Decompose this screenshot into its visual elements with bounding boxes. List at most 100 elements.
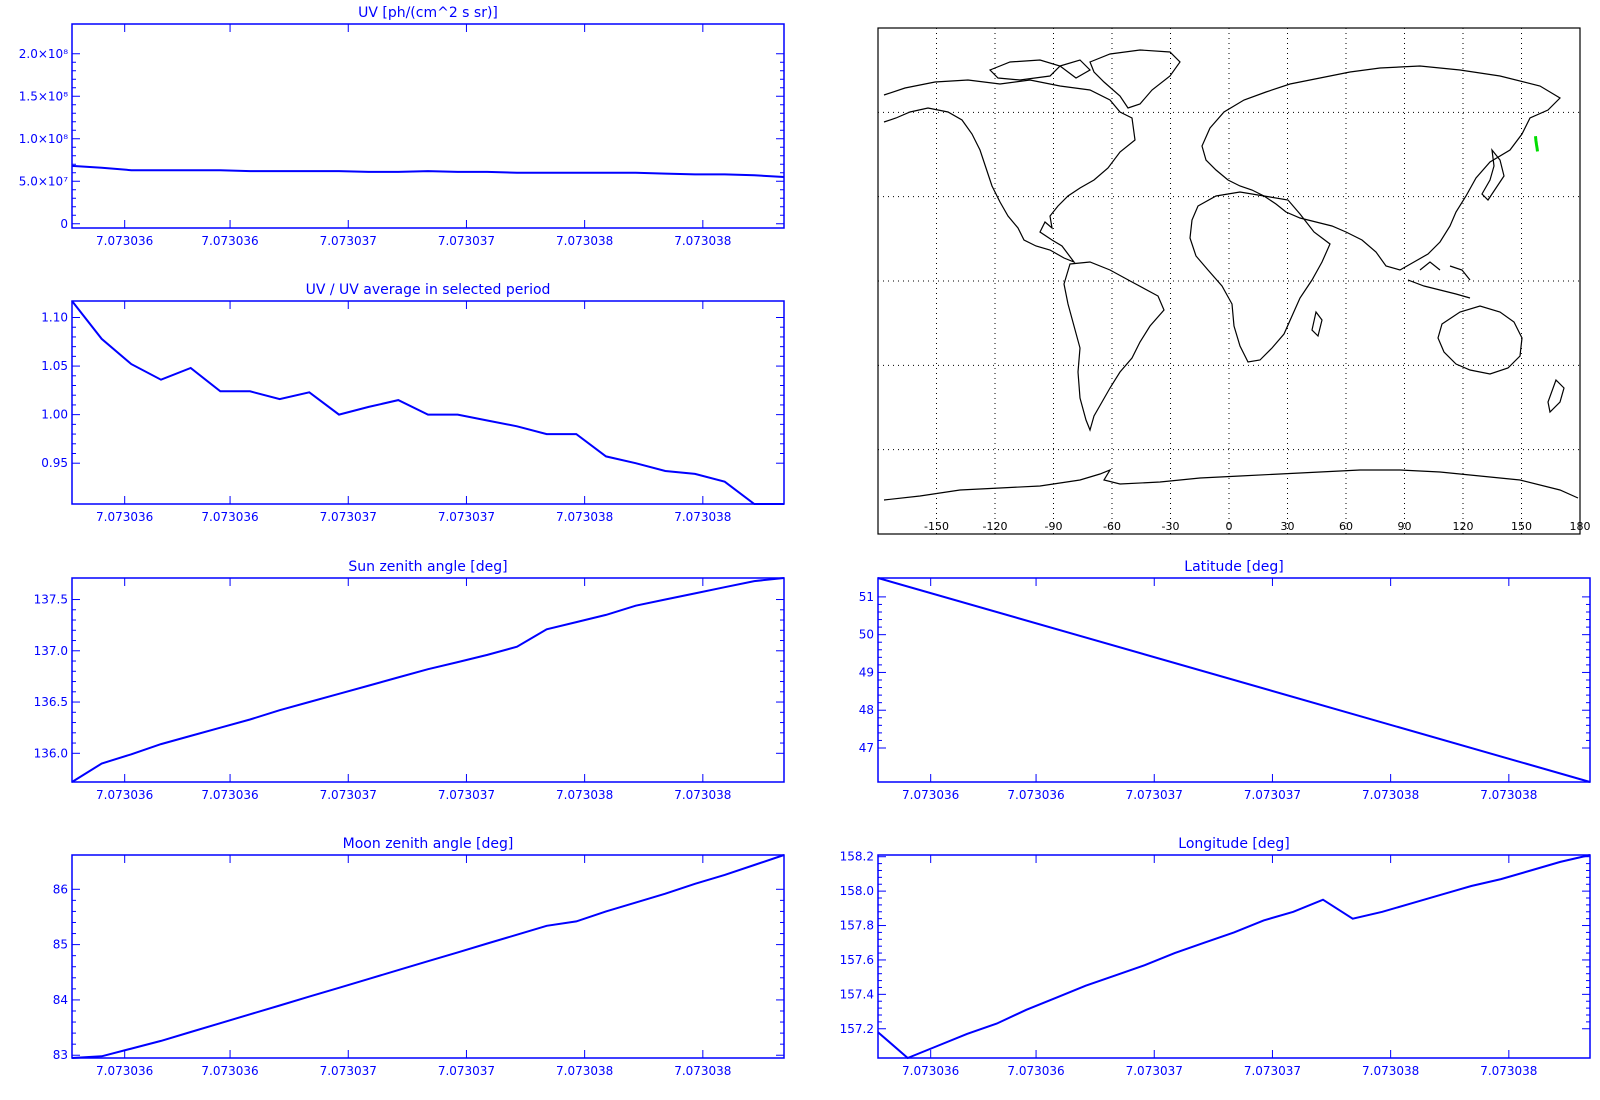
chart-title: UV [ph/(cm^2 s sr)] bbox=[358, 5, 498, 21]
x-tick-label: 7.073038 bbox=[556, 1064, 613, 1078]
y-tick-label: 136.5 bbox=[34, 695, 68, 709]
y-tick-label: 84 bbox=[53, 993, 68, 1007]
map-longitude-label: 150 bbox=[1511, 520, 1532, 533]
y-tick-label: 5.0×10⁷ bbox=[19, 174, 68, 188]
x-tick-label: 7.073036 bbox=[96, 234, 153, 248]
series-line bbox=[71, 164, 785, 178]
coast-new-zealand bbox=[1547, 378, 1565, 414]
x-tick-label: 7.073036 bbox=[902, 788, 959, 802]
y-tick-label: 51 bbox=[859, 590, 874, 604]
x-tick-label: 7.073038 bbox=[556, 510, 613, 524]
y-tick-label: 157.2 bbox=[840, 1022, 874, 1036]
y-tick-label: 157.4 bbox=[840, 987, 874, 1001]
x-tick-label: 7.073038 bbox=[1480, 1064, 1537, 1078]
x-tick-label: 7.073036 bbox=[902, 1064, 959, 1078]
map-longitude-label: 90 bbox=[1398, 520, 1412, 533]
y-tick-label: 1.0×10⁸ bbox=[19, 132, 68, 146]
x-tick-label: 7.073036 bbox=[201, 788, 258, 802]
x-tick-label: 7.073038 bbox=[674, 788, 731, 802]
x-tick-label: 7.073037 bbox=[320, 788, 377, 802]
x-tick-label: 7.073037 bbox=[320, 234, 377, 248]
coast-africa bbox=[1189, 191, 1331, 363]
x-tick-label: 7.073038 bbox=[556, 234, 613, 248]
x-tick-label: 7.073037 bbox=[1126, 1064, 1183, 1078]
y-tick-label: 83 bbox=[53, 1048, 68, 1062]
x-tick-label: 7.073036 bbox=[96, 510, 153, 524]
chart-title: UV / UV average in selected period bbox=[306, 282, 551, 298]
plot-frame bbox=[71, 577, 785, 783]
y-tick-label: 1.10 bbox=[41, 311, 68, 325]
y-tick-label: 157.8 bbox=[840, 919, 874, 933]
x-tick-label: 7.073038 bbox=[674, 234, 731, 248]
series-line bbox=[71, 577, 785, 783]
chart-title: Latitude [deg] bbox=[1184, 559, 1283, 575]
y-tick-label: 157.6 bbox=[840, 953, 874, 967]
y-tick-label: 48 bbox=[859, 703, 874, 717]
x-tick-label: 7.073037 bbox=[438, 788, 495, 802]
y-tick-label: 136.0 bbox=[34, 746, 68, 760]
chart-title: Sun zenith angle [deg] bbox=[348, 559, 507, 575]
x-tick-label: 7.073038 bbox=[1480, 788, 1537, 802]
coast-north-america bbox=[883, 79, 1136, 264]
x-tick-label: 7.073038 bbox=[1362, 1064, 1419, 1078]
satellite-track bbox=[1534, 136, 1539, 152]
chart-title: Longitude [deg] bbox=[1178, 836, 1289, 852]
map-longitude-label: -30 bbox=[1162, 520, 1180, 533]
map-longitude-labels: -150 -120 -90 -60 -30 0 30 60 90 120 150 180 bbox=[924, 520, 1590, 533]
y-tick-label: 50 bbox=[859, 628, 874, 642]
chart-panel-2: Sun zenith angle [deg] 136.0 136.5 137.0 137… bbox=[34, 559, 785, 802]
series-line bbox=[71, 300, 784, 505]
coast-arctic-islands bbox=[988, 59, 1091, 81]
coast-antarctica bbox=[883, 468, 1579, 501]
y-tick-label: 1.5×10⁸ bbox=[19, 89, 68, 103]
x-tick-label: 7.073037 bbox=[438, 510, 495, 524]
y-tick-label: 85 bbox=[53, 938, 68, 952]
x-tick-label: 7.073036 bbox=[201, 1064, 258, 1078]
coast-greenland bbox=[1089, 49, 1181, 109]
chart-panel-3: Latitude [deg] 47 48 49 50 51 7.073036 7.073036… bbox=[859, 559, 1591, 802]
plot-frame bbox=[877, 854, 1591, 1059]
plot-frame bbox=[71, 854, 785, 1059]
x-tick-label: 7.073037 bbox=[1126, 788, 1183, 802]
map-longitude-label: 0 bbox=[1226, 520, 1233, 533]
y-tick-label: 0.95 bbox=[41, 456, 68, 470]
world-map: -150 -120 -90 -60 -30 0 30 60 90 120 150 180 bbox=[877, 27, 1591, 535]
coast-south-america bbox=[1063, 261, 1165, 432]
x-tick-label: 7.073037 bbox=[1244, 1064, 1301, 1078]
plot-frame bbox=[71, 300, 785, 505]
y-tick-label: 1.00 bbox=[41, 408, 68, 422]
x-tick-label: 7.073038 bbox=[556, 788, 613, 802]
coast-indonesia bbox=[1407, 261, 1471, 299]
x-tick-label: 7.073036 bbox=[96, 1064, 153, 1078]
x-tick-label: 7.073038 bbox=[1362, 788, 1419, 802]
map-longitude-label: -120 bbox=[983, 520, 1008, 533]
y-tick-label: 158.2 bbox=[840, 850, 874, 864]
y-tick-label: 86 bbox=[53, 882, 68, 896]
x-tick-label: 7.073036 bbox=[96, 788, 153, 802]
map-longitude-label: 30 bbox=[1281, 520, 1295, 533]
map-longitude-label: 180 bbox=[1570, 520, 1591, 533]
y-tick-label: 158.0 bbox=[840, 884, 874, 898]
series-line bbox=[877, 854, 1591, 1060]
x-tick-label: 7.073037 bbox=[438, 1064, 495, 1078]
x-tick-label: 7.073038 bbox=[674, 1064, 731, 1078]
map-longitude-label: 60 bbox=[1339, 520, 1353, 533]
chart-panel-5: Longitude [deg] 157.2 157.4 157.6 157.8 158.0… bbox=[840, 836, 1591, 1078]
x-tick-label: 7.073036 bbox=[201, 234, 258, 248]
map-longitude-label: -60 bbox=[1103, 520, 1121, 533]
coastlines bbox=[883, 49, 1579, 501]
map-longitude-label: 120 bbox=[1453, 520, 1474, 533]
x-tick-label: 7.073037 bbox=[438, 234, 495, 248]
x-tick-label: 7.073038 bbox=[674, 510, 731, 524]
x-tick-label: 7.073036 bbox=[1007, 1064, 1064, 1078]
chart-panel-1: UV / UV average in selected period 0.95 1.… bbox=[41, 282, 785, 524]
map-longitude-label: -90 bbox=[1045, 520, 1063, 533]
y-tick-label: 137.5 bbox=[34, 593, 68, 607]
x-tick-label: 7.073036 bbox=[201, 510, 258, 524]
y-tick-label: 2.0×10⁸ bbox=[19, 47, 68, 61]
x-tick-label: 7.073037 bbox=[320, 510, 377, 524]
map-grid bbox=[878, 28, 1580, 534]
x-tick-label: 7.073037 bbox=[1244, 788, 1301, 802]
chart-title: Moon zenith angle [deg] bbox=[343, 836, 514, 852]
